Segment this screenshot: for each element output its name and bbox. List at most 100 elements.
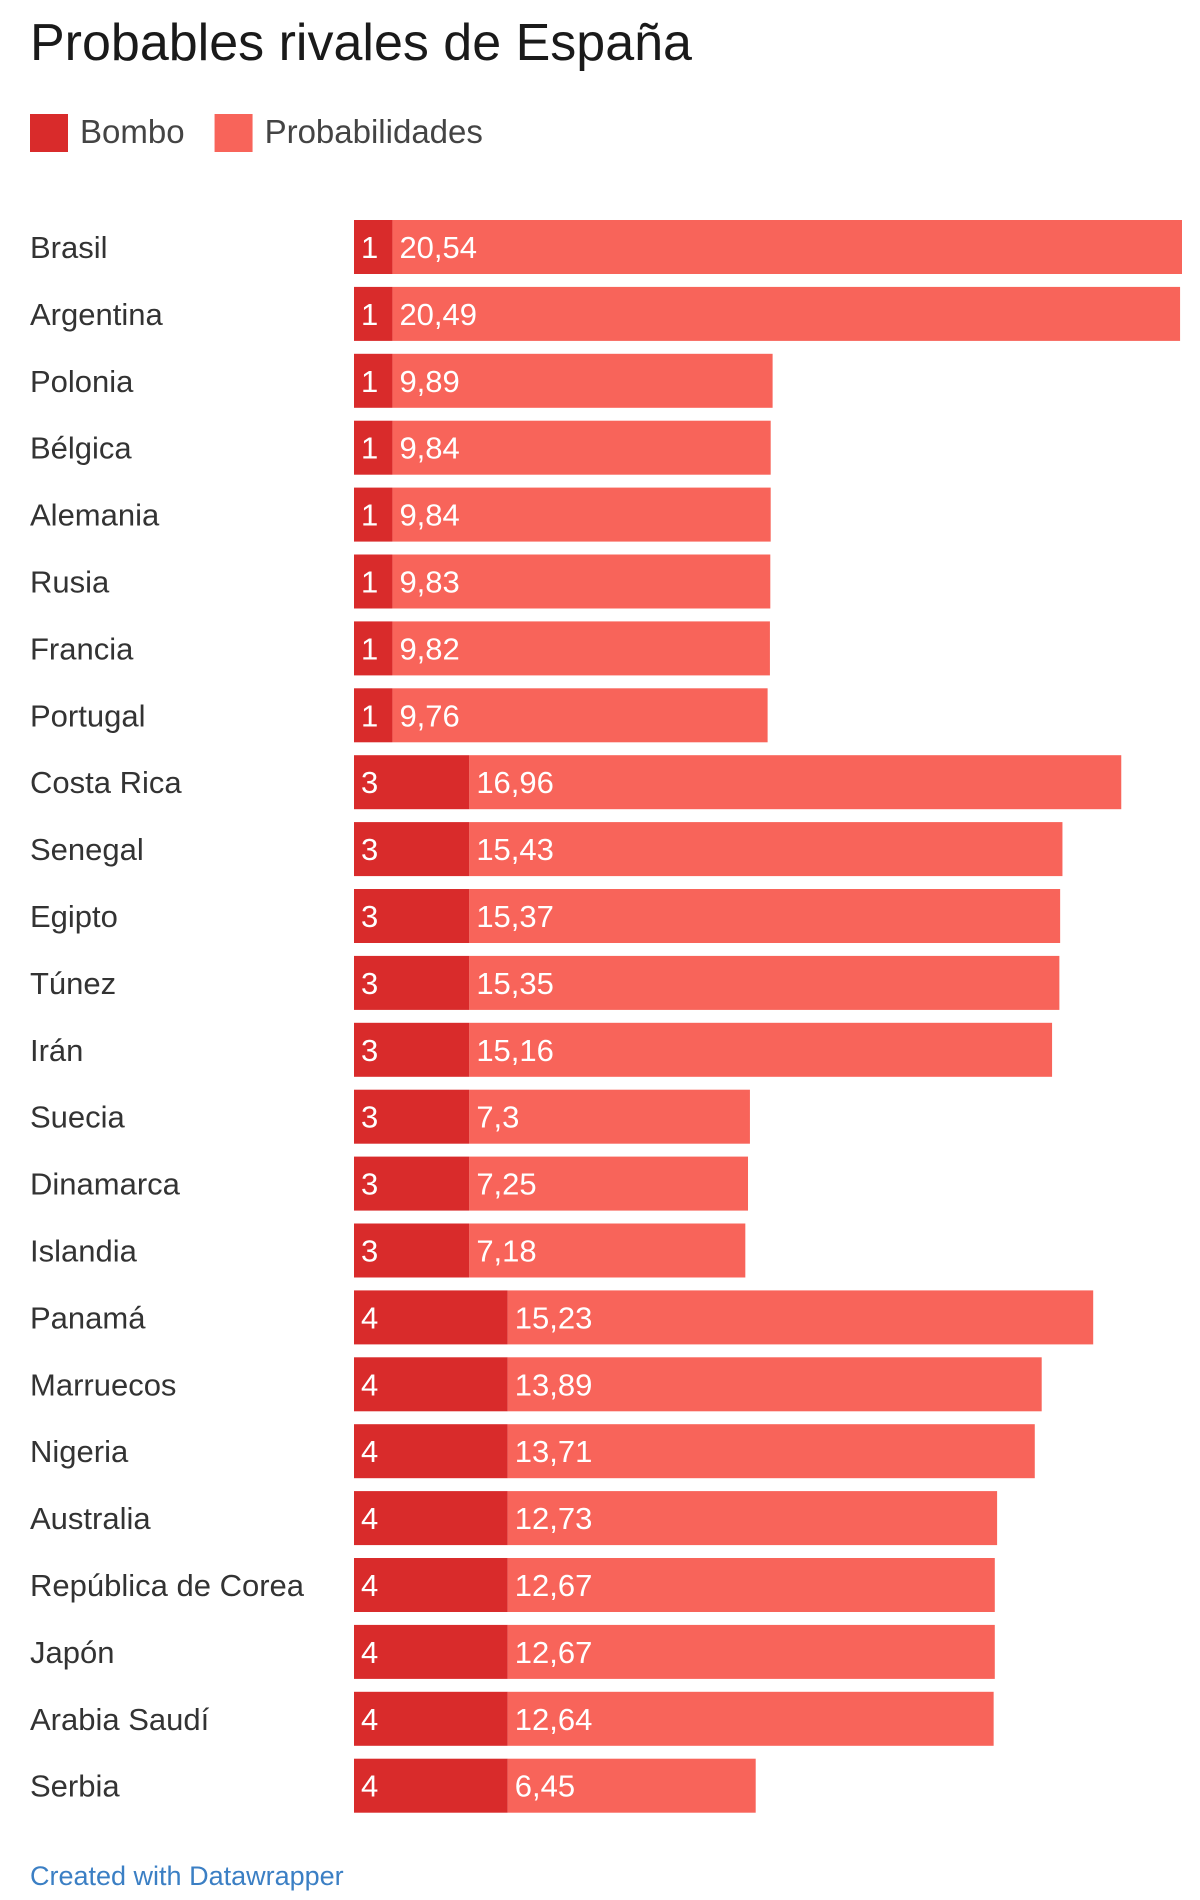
bar-segment-probabilidades (392, 353, 773, 408)
data-label-bombo: 3 (361, 1033, 378, 1068)
bar-segment-probabilidades (469, 822, 1063, 877)
bar-segment-probabilidades (392, 688, 768, 743)
data-label-probabilidades: 12,67 (515, 1568, 593, 1603)
bar-segment-bombo (354, 554, 393, 609)
category-label: Serbia (30, 1769, 120, 1804)
bar-segment-bombo (354, 621, 393, 676)
category-label: Dinamarca (30, 1167, 181, 1202)
data-label-probabilidades: 12,73 (515, 1501, 593, 1536)
bar-segment-bombo (354, 1022, 470, 1077)
bar-segment-probabilidades (469, 1223, 746, 1278)
bar-segment-probabilidades (392, 554, 771, 609)
bar-segment-bombo (354, 1290, 508, 1345)
category-label: Polonia (30, 364, 134, 399)
data-label-probabilidades: 15,23 (515, 1300, 593, 1335)
category-label: Argentina (30, 297, 163, 332)
bar-segment-probabilidades (507, 1357, 1042, 1412)
bar-segment-bombo (354, 487, 393, 542)
data-label-bombo: 1 (361, 431, 378, 466)
data-label-probabilidades: 15,35 (476, 966, 554, 1001)
bar-segment-probabilidades (469, 1156, 749, 1211)
bar-segment-probabilidades (392, 420, 771, 475)
legend-label-1: Probabilidades (265, 113, 483, 150)
data-label-bombo: 4 (361, 1769, 378, 1804)
data-label-probabilidades: 7,18 (476, 1234, 536, 1269)
data-label-probabilidades: 13,89 (515, 1367, 593, 1402)
data-label-probabilidades: 9,84 (399, 431, 459, 466)
data-label-probabilidades: 15,37 (476, 899, 554, 934)
bar-segment-bombo (354, 822, 470, 877)
datawrapper-credit-link[interactable]: Created with Datawrapper (30, 1861, 344, 1891)
bar-segment-bombo (354, 353, 393, 408)
chart-title: Probables rivales de España (30, 14, 692, 72)
bar-segment-bombo (354, 1624, 508, 1679)
data-label-bombo: 3 (361, 1234, 378, 1269)
category-label: Australia (30, 1501, 151, 1536)
bar-segment-probabilidades (469, 1089, 750, 1144)
bar-segment-bombo (354, 889, 470, 943)
category-label: Bélgica (30, 431, 132, 466)
data-label-bombo: 3 (361, 1167, 378, 1202)
category-label: Nigeria (30, 1434, 129, 1469)
category-label: Rusia (30, 565, 110, 600)
data-label-probabilidades: 6,45 (515, 1769, 575, 1804)
data-label-probabilidades: 9,83 (399, 565, 459, 600)
bar-segment-bombo (354, 1691, 508, 1746)
bar-segment-probabilidades (469, 755, 1122, 810)
bar-segment-bombo (354, 1089, 470, 1144)
data-label-bombo: 3 (361, 765, 378, 800)
bar-segment-probabilidades (507, 1691, 994, 1746)
data-label-probabilidades: 20,49 (399, 297, 477, 332)
bar-segment-probabilidades (507, 1491, 998, 1546)
category-label: Suecia (30, 1100, 126, 1135)
data-label-probabilidades: 7,3 (476, 1100, 519, 1135)
bar-segment-bombo (354, 688, 393, 743)
bar-segment-bombo (354, 1223, 470, 1278)
bar-segment-probabilidades (392, 220, 1182, 274)
data-label-probabilidades: 13,71 (515, 1434, 593, 1469)
data-label-bombo: 1 (361, 297, 378, 332)
bar-segment-bombo (354, 755, 470, 810)
data-label-bombo: 1 (361, 364, 378, 399)
bar-segment-probabilidades (469, 1022, 1053, 1077)
category-label: Panamá (30, 1300, 146, 1335)
bar-segment-probabilidades (507, 1558, 995, 1612)
legend-swatch-1 (214, 114, 253, 152)
category-label: Senegal (30, 832, 144, 867)
bar-segment-bombo (354, 420, 393, 475)
data-label-bombo: 3 (361, 1100, 378, 1135)
data-label-bombo: 3 (361, 966, 378, 1001)
bar-segment-probabilidades (507, 1624, 995, 1679)
bars: Brasil 1 20,54 Argentina 1 20,49 Polonia 1 9,89 B… (30, 220, 1182, 1813)
bar-segment-probabilidades (392, 286, 1181, 341)
bar-segment-bombo (354, 286, 393, 341)
bar-segment-probabilidades (469, 955, 1060, 1010)
data-label-bombo: 4 (361, 1501, 378, 1536)
bar-segment-bombo (354, 1156, 470, 1211)
data-label-bombo: 4 (361, 1300, 378, 1335)
data-label-bombo: 4 (361, 1367, 378, 1402)
data-label-bombo: 3 (361, 899, 378, 934)
data-label-bombo: 1 (361, 565, 378, 600)
data-label-bombo: 1 (361, 631, 378, 666)
data-label-bombo: 4 (361, 1434, 378, 1469)
data-label-probabilidades: 16,96 (476, 765, 554, 800)
data-label-probabilidades: 9,84 (399, 498, 459, 533)
data-label-probabilidades: 7,25 (476, 1167, 536, 1202)
data-label-bombo: 4 (361, 1568, 378, 1603)
bar-segment-bombo (354, 1558, 508, 1612)
bar-segment-probabilidades (392, 621, 770, 676)
bar-segment-bombo (354, 1424, 508, 1479)
bar-segment-bombo (354, 1491, 508, 1546)
data-label-bombo: 1 (361, 698, 378, 733)
bar-segment-bombo (354, 1758, 508, 1813)
bar-segment-bombo (354, 220, 393, 274)
data-label-bombo: 4 (361, 1702, 378, 1737)
category-label: Francia (30, 631, 134, 666)
category-label: Túnez (30, 966, 116, 1001)
category-label: Islandia (30, 1234, 138, 1269)
data-label-probabilidades: 15,43 (476, 832, 554, 867)
bar-segment-probabilidades (507, 1290, 1094, 1345)
data-label-bombo: 1 (361, 498, 378, 533)
